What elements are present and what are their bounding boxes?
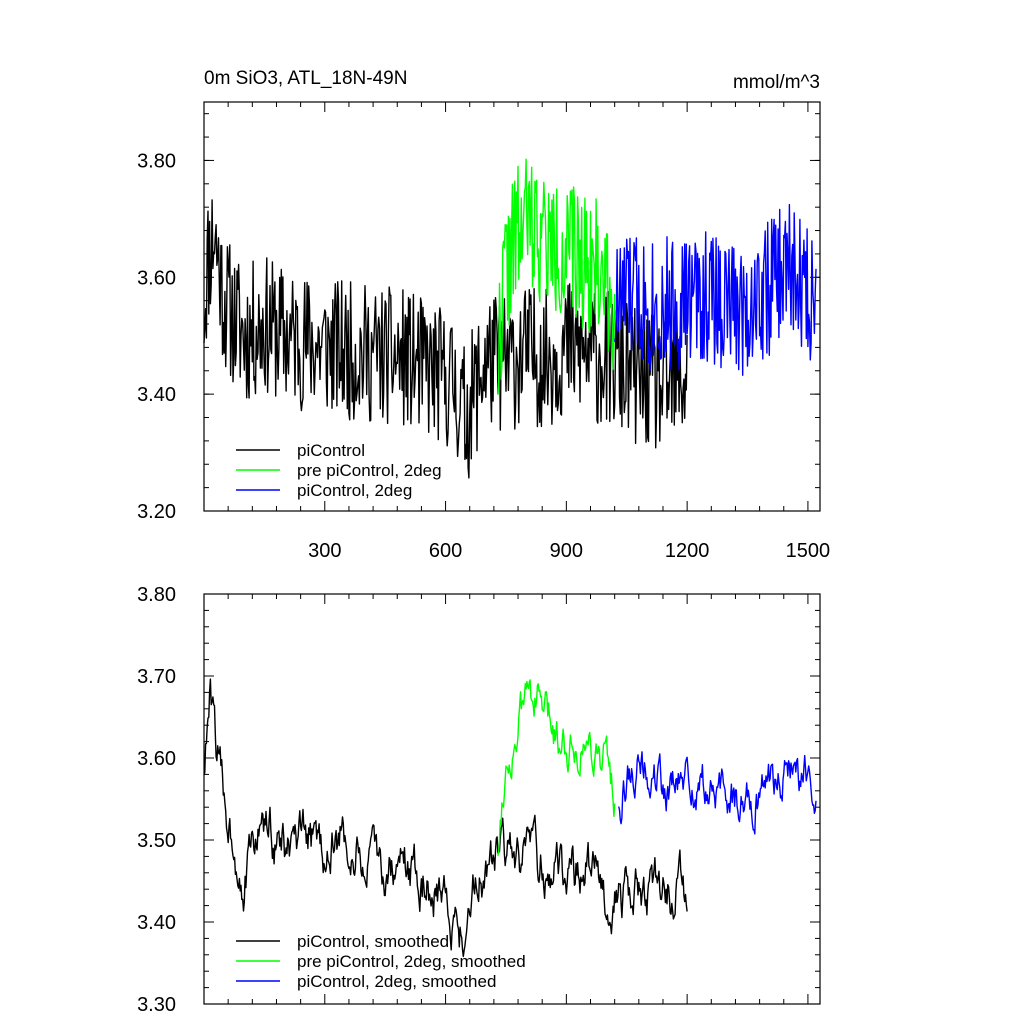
top-x-tick-labels: 300 600 900 1200 1500 [308,540,830,562]
top-legend-label-picontrol: piControl [297,441,365,460]
bottom-axis-ticks [204,593,820,1005]
bottom-y-tick-label-3.60: 3.60 [137,748,176,770]
bottom-legend-label-pre-picontrol-2deg-smoothed: pre piControl, 2deg, smoothed [297,952,526,971]
bottom-y-tick-labels: 3.30 3.40 3.50 3.60 3.70 3.80 [137,584,176,1016]
top-plot-frame [203,101,821,512]
bottom-legend-label-picontrol-2deg-smoothed: piControl, 2deg, smoothed [297,972,496,991]
top-y-tick-label-3.80: 3.80 [137,150,176,172]
top-y-tick-label-3.60: 3.60 [137,267,176,289]
top-y-tick-labels: 3.20 3.40 3.60 3.80 [137,150,176,523]
bottom-y-tick-label-3.30: 3.30 [137,994,176,1016]
bottom-legend: piControl, smoothed pre piControl, 2deg,… [236,932,526,991]
bottom-panel: 3.30 3.40 3.50 3.60 3.70 3.80 piControl,… [137,584,821,1016]
top-chart-units: mmol/m^3 [733,72,820,93]
bottom-series-group [203,678,817,958]
bottom-legend-label-picontrol-smoothed: piControl, smoothed [297,932,449,951]
top-x-tick-label-600: 600 [429,540,462,562]
bottom-y-tick-label-3.50: 3.50 [137,830,176,852]
series-line-picontrol [203,199,688,479]
bottom-plot-frame [203,593,821,1005]
series-line-picontrol-2deg-smoothed [618,751,817,835]
top-y-tick-label-3.20: 3.20 [137,501,176,523]
top-chart-title: 0m SiO3, ATL_18N-49N [204,68,407,89]
bottom-y-tick-label-3.70: 3.70 [137,666,176,688]
series-line-picontrol-smoothed [203,678,688,958]
bottom-y-tick-label-3.40: 3.40 [137,912,176,934]
top-series-group [203,158,817,479]
series-line-picontrol-2deg [614,203,817,376]
top-x-tick-label-300: 300 [308,540,341,562]
top-panel: 0m SiO3, ATL_18N-49N mmol/m^3 300 600 90… [137,68,830,562]
top-x-tick-label-900: 900 [550,540,583,562]
series-line-pre-picontrol-2deg [497,158,616,395]
top-x-tick-label-1500: 1500 [786,540,831,562]
top-axis-ticks [204,102,820,512]
top-legend: piControl pre piControl, 2deg piControl,… [236,441,442,500]
top-legend-label-pre-picontrol-2deg: pre piControl, 2deg [297,461,442,480]
series-line-pre-picontrol-2deg-smoothed [497,679,616,857]
top-x-tick-label-1200: 1200 [665,540,710,562]
top-legend-label-picontrol-2deg: piControl, 2deg [297,481,412,500]
bottom-y-tick-label-3.80: 3.80 [137,584,176,606]
top-y-tick-label-3.40: 3.40 [137,384,176,406]
